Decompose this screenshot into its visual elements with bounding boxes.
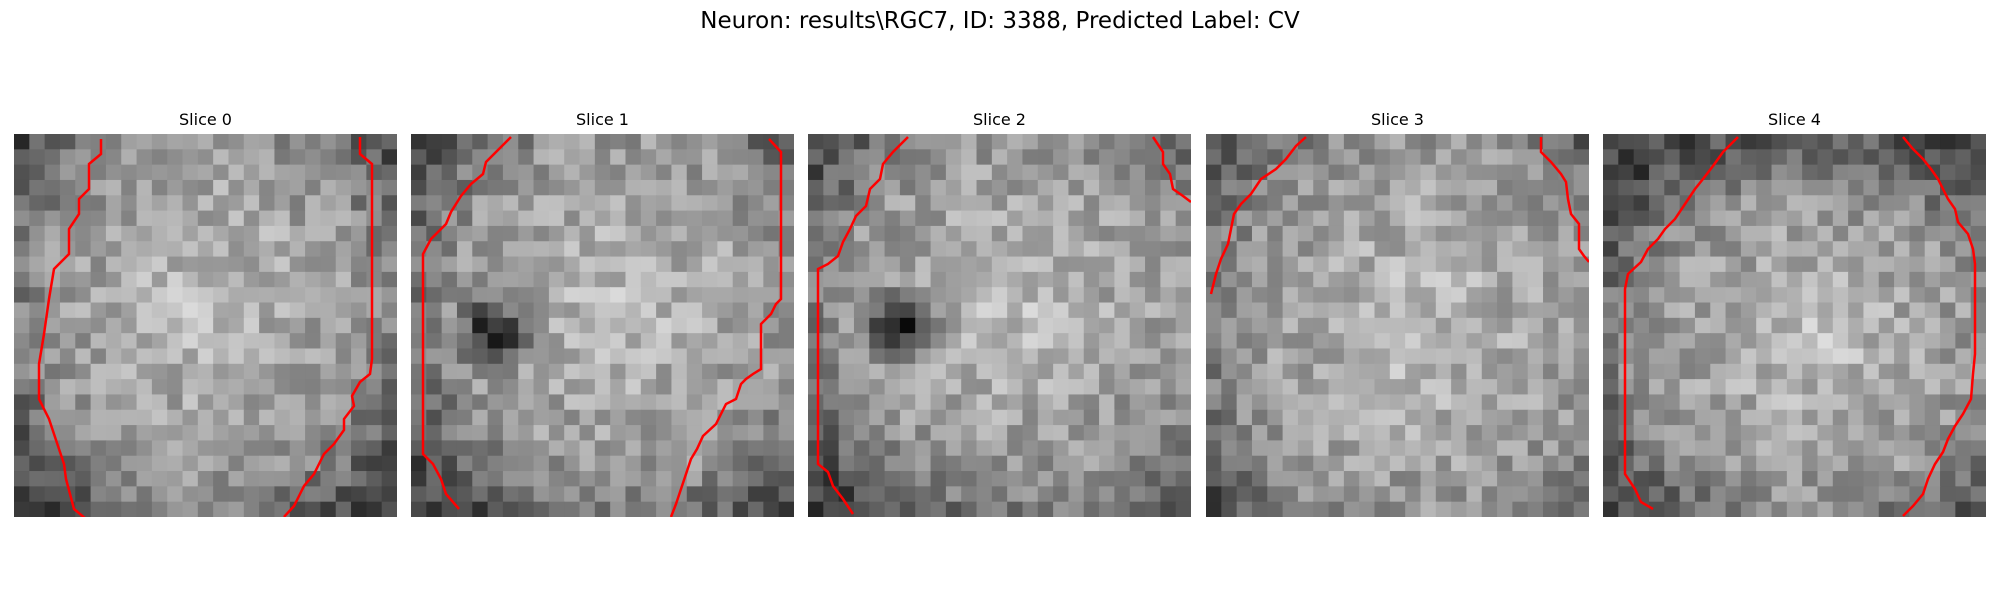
slice-0-image bbox=[14, 134, 397, 517]
panel-title-slice-1: Slice 1 bbox=[576, 110, 629, 129]
panel-title-slice-3: Slice 3 bbox=[1371, 110, 1424, 129]
slice-4-grayscale-pixels bbox=[1603, 134, 1986, 517]
panel-slice-1 bbox=[411, 134, 794, 517]
slice-1-left-contour bbox=[421, 136, 512, 510]
slice-0-left-contour bbox=[37, 139, 103, 517]
panel-title-slice-0: Slice 0 bbox=[179, 110, 232, 129]
slice-3-left-contour bbox=[1209, 136, 1307, 295]
panel-slice-3 bbox=[1206, 134, 1589, 517]
figure-title: Neuron: results\RGC7, ID: 3388, Predicte… bbox=[700, 8, 1300, 34]
slice-3-image bbox=[1206, 134, 1589, 517]
slice-2-image bbox=[808, 134, 1191, 517]
panel-title-slice-4: Slice 4 bbox=[1768, 110, 1821, 129]
slice-1-grayscale-pixels bbox=[411, 134, 794, 517]
slice-2-right-contour bbox=[1151, 136, 1191, 203]
slice-3-right-contour bbox=[1539, 137, 1589, 263]
panel-slice-0 bbox=[14, 134, 397, 517]
slice-2-grayscale-pixels bbox=[808, 134, 1191, 517]
slice-4-left-contour bbox=[1623, 136, 1739, 511]
slice-1-image bbox=[411, 134, 794, 517]
slice-0-grayscale-pixels bbox=[14, 134, 397, 517]
slice-2-left-contour bbox=[816, 136, 909, 515]
panel-slice-4 bbox=[1603, 134, 1986, 517]
panel-title-slice-2: Slice 2 bbox=[973, 110, 1026, 129]
slice-3-grayscale-pixels bbox=[1206, 134, 1589, 517]
slice-4-image bbox=[1603, 134, 1986, 517]
slice-1-right-contour bbox=[669, 138, 783, 517]
slice-4-right-contour bbox=[1902, 136, 1977, 517]
slice-0-right-contour bbox=[283, 137, 374, 517]
panel-slice-2 bbox=[808, 134, 1191, 517]
